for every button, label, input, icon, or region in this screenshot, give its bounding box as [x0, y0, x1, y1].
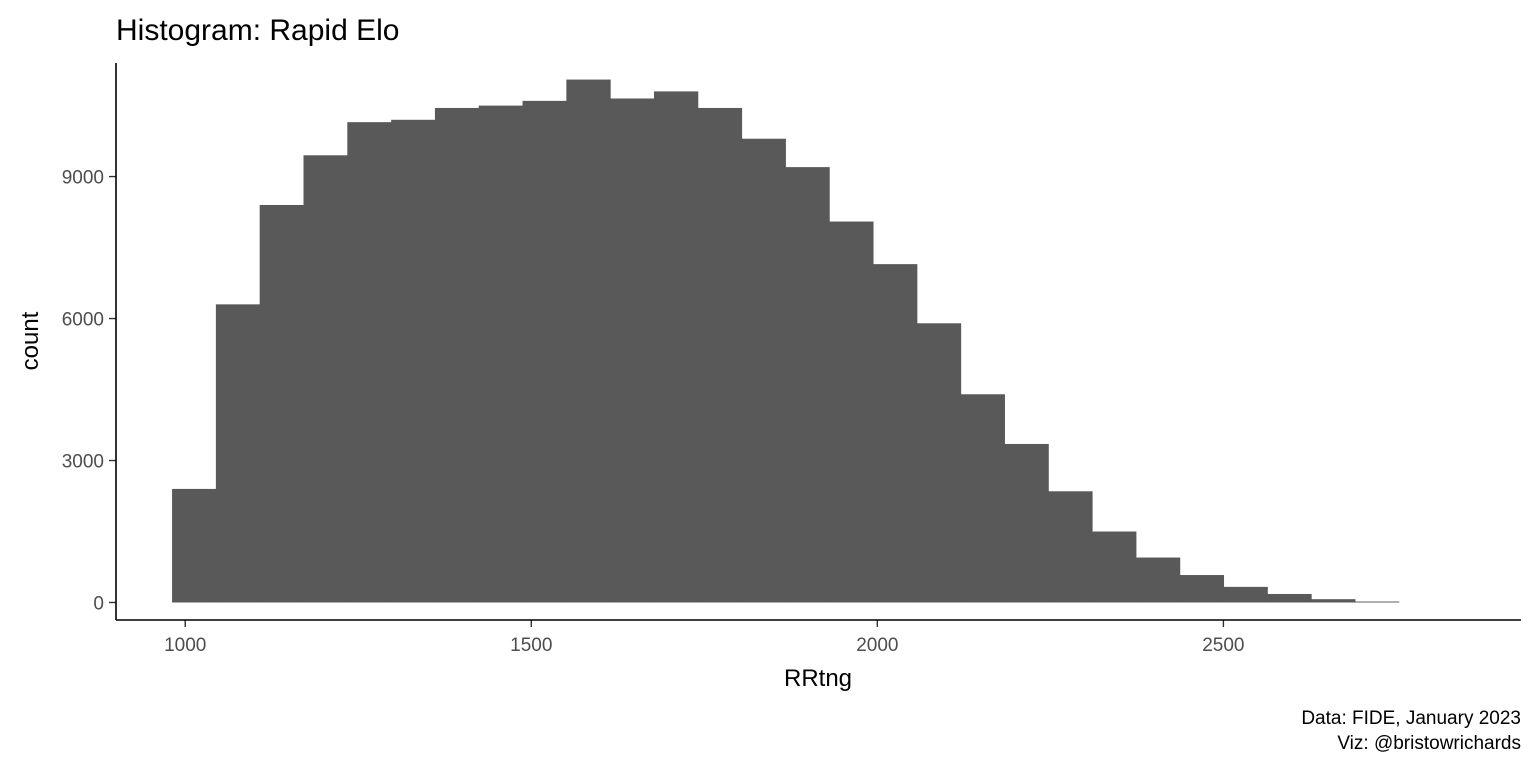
histogram-bar — [785, 167, 830, 603]
histogram-bar — [215, 304, 261, 603]
histogram-bar — [1267, 593, 1312, 603]
histogram-bar — [741, 138, 786, 603]
y-tick-label: 0 — [93, 593, 104, 614]
x-tick-label: 1000 — [164, 635, 206, 656]
chart-title: Histogram: Rapid Elo — [116, 14, 399, 47]
histogram-bar — [916, 323, 962, 603]
histogram-bar — [1179, 575, 1225, 603]
histogram-bar — [259, 204, 304, 603]
histogram-bar — [478, 105, 524, 603]
histogram-bar — [1048, 491, 1093, 603]
caption-viz: Viz: @bristowrichards — [1337, 733, 1521, 754]
histogram-bar — [1004, 443, 1049, 603]
y-tick-label: 3000 — [62, 452, 104, 473]
x-tick-label: 1500 — [510, 635, 552, 656]
histogram-bar — [1354, 601, 1400, 603]
x-tick-label: 2000 — [856, 635, 898, 656]
histogram-bar — [653, 91, 699, 603]
histogram-bar — [303, 155, 348, 603]
histogram-bar — [1223, 586, 1268, 603]
histogram-bar — [1135, 557, 1181, 603]
histogram-bar — [172, 488, 217, 603]
x-axis-title: RRtng — [784, 665, 852, 692]
y-axis-title: count — [17, 311, 44, 370]
histogram-bar — [873, 264, 918, 603]
histogram-bar — [434, 107, 480, 603]
histogram-bar — [610, 98, 655, 603]
caption-source: Data: FIDE, January 2023 — [1301, 708, 1521, 729]
histogram-bar — [960, 394, 1005, 603]
bars-group — [172, 79, 1400, 603]
y-axis-ticks: 0 3000 6000 9000 — [62, 168, 116, 614]
histogram-bar — [1092, 531, 1137, 603]
y-tick-label: 6000 — [62, 310, 104, 331]
histogram-bar — [697, 107, 743, 603]
histogram-bar — [566, 79, 611, 603]
histogram-bar — [829, 221, 874, 603]
histogram-bar — [522, 100, 567, 603]
x-axis-ticks: 1000 1500 2000 2500 — [164, 620, 1245, 656]
histogram-bar — [1311, 599, 1356, 603]
histogram-bar — [391, 119, 436, 603]
y-tick-label: 9000 — [62, 168, 104, 189]
x-tick-label: 2500 — [1202, 635, 1244, 656]
histogram-bar — [347, 122, 392, 603]
